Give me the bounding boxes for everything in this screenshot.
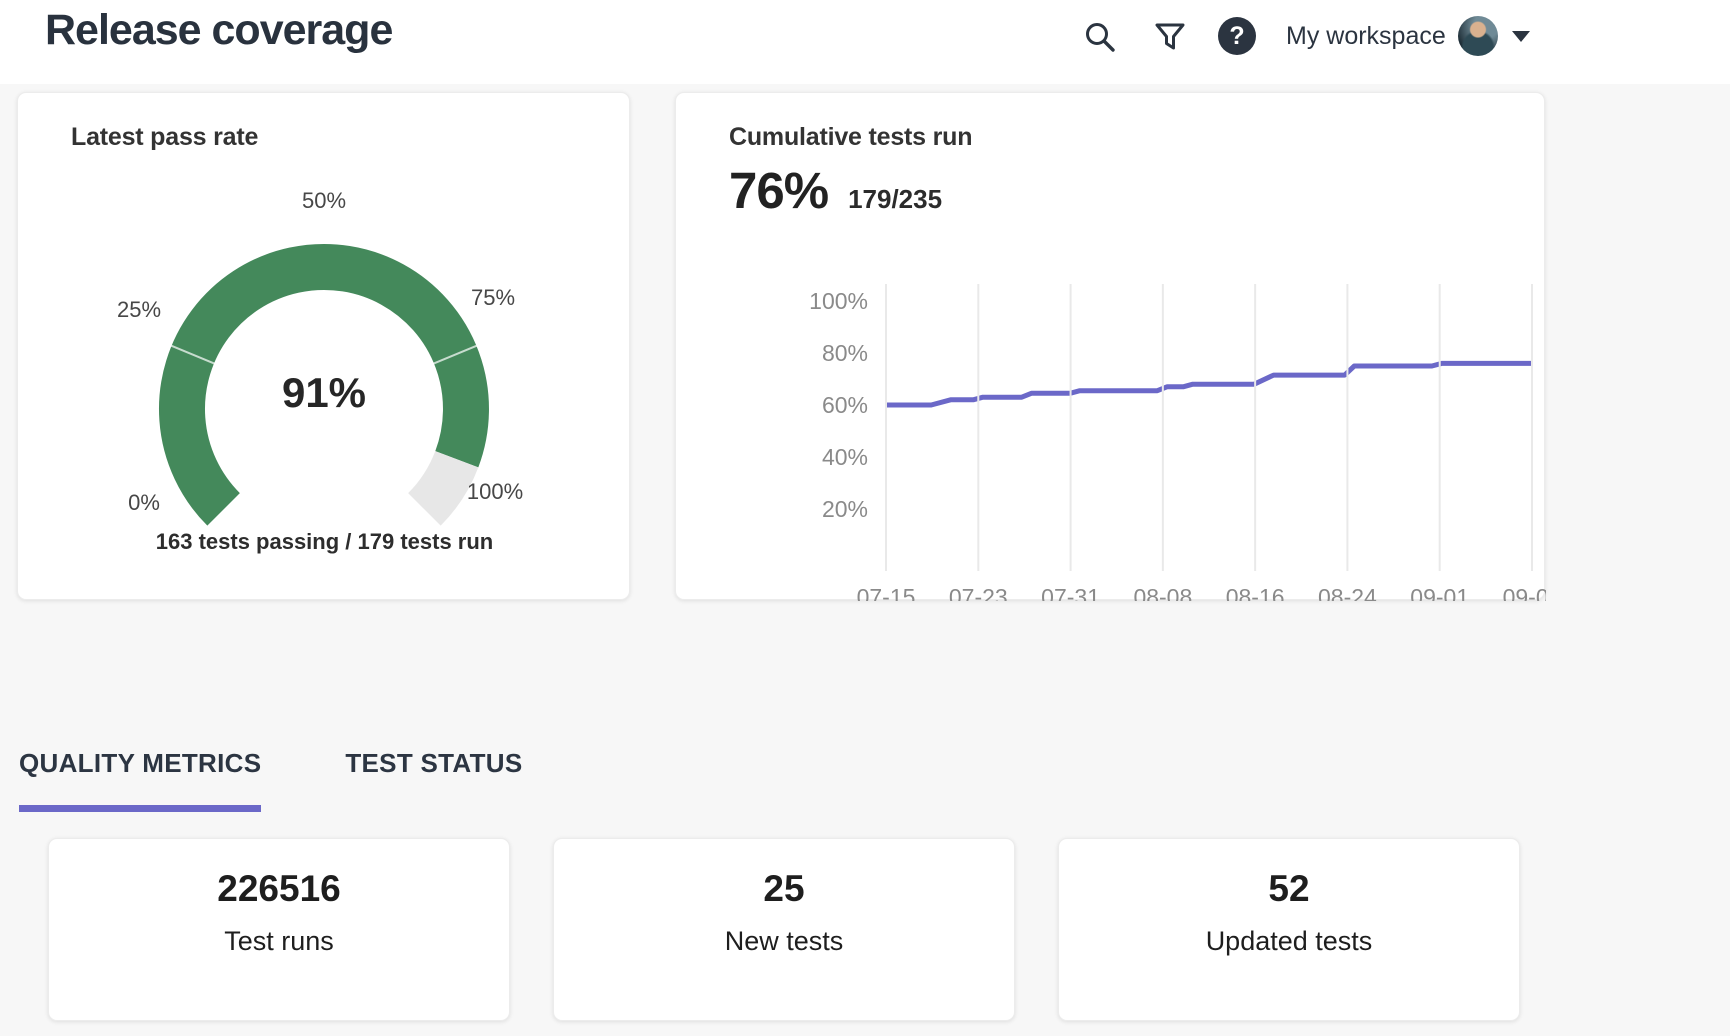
search-button[interactable] (1083, 20, 1117, 54)
app-header: Release coverage ? My workspace (0, 0, 1730, 84)
metric-tile-updated-tests: 52 Updated tests (1058, 838, 1520, 1021)
svg-text:08-16: 08-16 (1226, 584, 1285, 601)
avatar (1457, 16, 1498, 56)
gauge-value: 91% (281, 369, 367, 416)
gauge-chart-svg (159, 243, 489, 526)
cumulative-tests-card: Cumulative tests run 76% 179/235 100% 80%… (675, 92, 1546, 601)
gauge-tick-label-0: 0% (128, 490, 160, 515)
filter-icon (1155, 23, 1185, 50)
svg-text:09-01: 09-01 (1410, 584, 1469, 601)
search-icon (1086, 23, 1115, 52)
metric-tile-new-tests: 25 New tests (553, 838, 1015, 1021)
chevron-down-icon (1511, 30, 1530, 42)
svg-text:07-31: 07-31 (1041, 584, 1100, 601)
svg-text:07-15: 07-15 (857, 584, 916, 601)
cumulative-title: Cumulative tests run (729, 123, 973, 151)
svg-text:08-08: 08-08 (1133, 584, 1192, 601)
help-button[interactable]: ? (1218, 17, 1256, 55)
filter-button[interactable] (1153, 20, 1187, 54)
svg-text:20%: 20% (822, 496, 868, 522)
metric-label: Updated tests (1205, 926, 1373, 956)
svg-text:07-23: 07-23 (949, 584, 1008, 601)
workspace-switcher[interactable]: My workspace (1286, 15, 1530, 57)
svg-text:100%: 100% (809, 288, 868, 314)
svg-text:40%: 40% (822, 444, 868, 470)
tab-bar: QUALITY METRICS TEST STATUS (19, 748, 522, 812)
workspace-label: My workspace (1286, 21, 1446, 50)
metric-tile-test-runs: 226516 Test runs (48, 838, 510, 1021)
cumulative-headline: 76% 179/235 (729, 161, 942, 220)
svg-text:60%: 60% (822, 392, 868, 418)
metric-value: 52 (1268, 868, 1310, 909)
gauge-tick-label-25: 25% (116, 297, 162, 322)
cumulative-percent: 76% (729, 162, 829, 219)
tab-quality-metrics[interactable]: QUALITY METRICS (19, 748, 262, 812)
page-title: Release coverage (45, 6, 393, 54)
svg-text:80%: 80% (822, 340, 868, 366)
pass-rate-caption: 163 tests passing / 179 tests run (155, 529, 494, 554)
svg-text:09-09: 09-09 (1503, 584, 1546, 601)
pass-rate-title: Latest pass rate (71, 123, 259, 151)
pass-rate-card: Latest pass rate 0% 25% 50% 75% 100% 91%… (17, 92, 630, 600)
metric-value: 226516 (217, 868, 341, 909)
gauge-tick-label-100: 100% (466, 479, 524, 504)
gauge-tick-label-75: 75% (470, 285, 516, 310)
line-chart-svg: 100% 80% 60% 40% 20% 07-15 07-23 07-31 08-08 08-1… (809, 284, 1546, 601)
metric-value: 25 (763, 868, 805, 909)
svg-text:08-24: 08-24 (1318, 584, 1377, 601)
gauge-tick-label-50: 50% (301, 188, 347, 213)
gauge-chart: 0% 25% 50% 75% 100% 91% (18, 93, 631, 601)
tab-test-status[interactable]: TEST STATUS (345, 748, 523, 778)
metric-label: Test runs (224, 926, 334, 956)
question-mark-icon: ? (1229, 22, 1245, 50)
cumulative-fraction: 179/235 (848, 184, 943, 214)
metric-label: New tests (724, 926, 844, 956)
